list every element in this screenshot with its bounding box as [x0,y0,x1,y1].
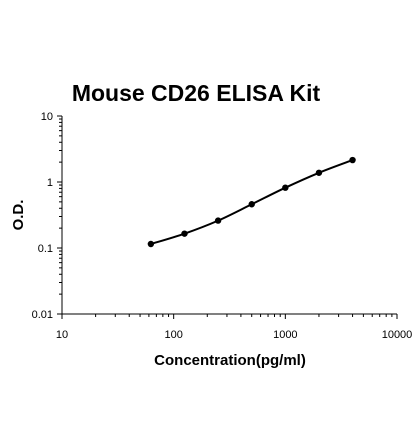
x-axis-label: Concentration(pg/ml) [154,352,306,369]
y-tick-label: 10 [41,111,53,123]
y-tick-label: 1 [47,177,53,189]
x-tick-label: 100 [164,329,182,341]
chart-title: Mouse CD26 ELISA Kit [72,80,321,106]
data-point [315,169,323,176]
plot-area: 10 100 1000 10000 0.01 0.1 1 10 [32,111,413,341]
data-point [214,217,222,224]
data-point [181,230,188,237]
y-tick-label: 0.01 [32,309,53,321]
y-axis-label: O.D. [10,200,27,231]
data-point [282,184,289,191]
data-point [147,240,155,248]
x-tick-label: 1000 [273,329,297,341]
data-point [248,201,255,208]
y-tick-label: 0.1 [38,243,53,255]
data-point [349,156,356,164]
x-tick-label: 10000 [382,329,413,341]
x-tick-label: 10 [56,329,68,341]
